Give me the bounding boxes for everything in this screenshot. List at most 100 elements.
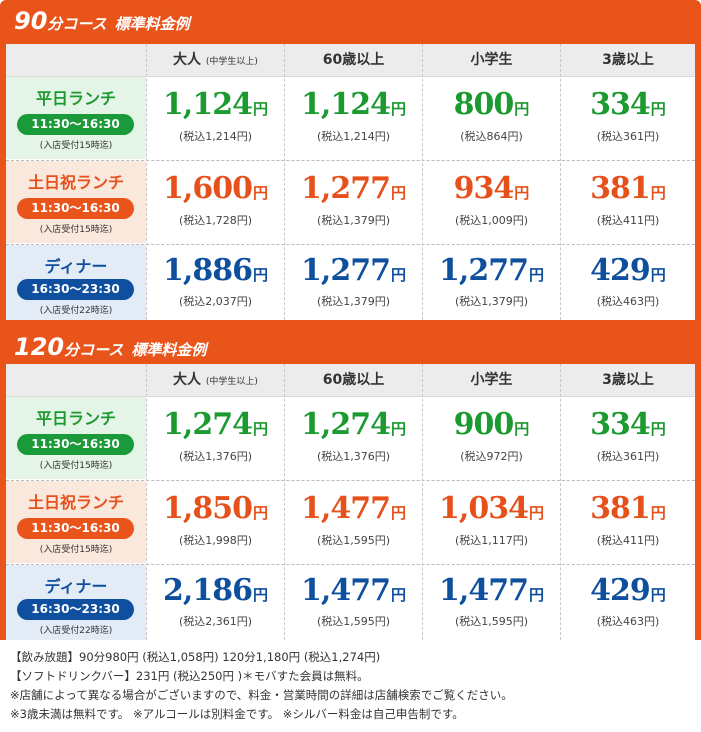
price-table-frame: 90分コース 標準料金例 大人 (中学生以上) 60歳以上 小学生 3歳以上 平日…	[0, 0, 701, 640]
tax-included-price: (税込1,728円)	[178, 214, 253, 227]
row-label-holiday-lunch: 土日祝ランチ 11:30～16:30 (入店受付15時迄)	[6, 161, 146, 243]
price-value: 1,034	[439, 491, 529, 526]
tax-included-price: (税込1,595円)	[454, 615, 529, 628]
row-label-name: 平日ランチ	[35, 89, 116, 108]
header-adult-note: (中学生以上)	[205, 57, 258, 67]
price-value: 429	[590, 253, 651, 288]
header-adult: 大人 (中学生以上)	[173, 372, 258, 388]
section-120-title-unit: 分コース	[64, 341, 124, 359]
price-value: 2,186	[163, 573, 253, 608]
section-90-table: 大人 (中学生以上) 60歳以上 小学生 3歳以上 平日ランチ 11:30～16…	[6, 44, 695, 320]
section-120-title-number: 120	[14, 333, 65, 361]
tax-included-price: (税込1,379円)	[316, 295, 391, 308]
price-cell-senior: 1,477円 (税込1,595円)	[285, 481, 422, 563]
header-toddler: 3歳以上	[602, 52, 654, 68]
footer-store-notice: ※店舗によって異なる場合がございますので、料金・営業時間の詳細は店舗検索でご覧く…	[10, 688, 513, 702]
entry-note: (入店受付15時迄)	[39, 141, 113, 151]
tax-included-price: (税込361円)	[596, 450, 660, 463]
column-divider	[422, 364, 423, 640]
section-90-title: 90分コース 標準料金例	[14, 6, 190, 36]
price-unit: 円	[650, 100, 666, 118]
price-unit: 円	[252, 504, 268, 522]
price-cell-toddler: 429円 (税込463円)	[561, 245, 695, 327]
tax-included-price: (税込2,037円)	[178, 295, 253, 308]
price-value: 1,274	[163, 407, 253, 442]
price-unit: 円	[514, 184, 530, 202]
tax-included-price: (税込411円)	[596, 534, 660, 547]
row-label-weekday-lunch: 平日ランチ 11:30～16:30 (入店受付15時迄)	[6, 77, 146, 159]
price-value: 1,477	[301, 491, 391, 526]
row-divider	[6, 244, 695, 245]
tax-included-price: (税込864円)	[460, 130, 523, 143]
entry-note: (入店受付22時迄)	[39, 626, 113, 636]
tax-included-price: (税込1,214円)	[178, 130, 253, 143]
price-cell-toddler: 334円 (税込361円)	[561, 77, 695, 159]
price-cell-toddler: 334円 (税込361円)	[561, 397, 695, 479]
price-unit: 円	[528, 586, 544, 604]
price-value: 1,274	[301, 407, 391, 442]
price-value: 1,277	[301, 253, 391, 288]
time-badge: 16:30～23:30	[17, 279, 134, 300]
price-unit: 円	[390, 266, 406, 284]
price-cell-senior: 1,124円 (税込1,214円)	[285, 77, 422, 159]
price-cell-senior: 1,277円 (税込1,379円)	[285, 161, 422, 243]
column-divider	[146, 364, 147, 640]
price-value: 1,124	[301, 87, 391, 122]
row-label-weekday-lunch: 平日ランチ 11:30～16:30 (入店受付15時迄)	[6, 397, 146, 479]
section-120-table: 大人 (中学生以上) 60歳以上 小学生 3歳以上 平日ランチ 11:30～16…	[6, 364, 695, 640]
header-adult: 大人 (中学生以上)	[173, 52, 258, 68]
price-unit: 円	[650, 184, 666, 202]
price-unit: 円	[390, 100, 406, 118]
tax-included-price: (税込1,595円)	[316, 615, 391, 628]
tax-included-price: (税込1,009円)	[454, 214, 529, 227]
section-120-title-sub: 標準料金例	[131, 341, 207, 359]
entry-note: (入店受付15時迄)	[39, 461, 113, 471]
price-cell-toddler: 429円 (税込463円)	[561, 565, 695, 647]
price-value: 429	[590, 573, 651, 608]
price-cell-child: 1,277円 (税込1,379円)	[423, 245, 560, 327]
price-unit: 円	[650, 504, 666, 522]
table-row-holiday-lunch: 土日祝ランチ 11:30～16:30 (入店受付15時迄) 1,850円 (税込1…	[6, 481, 695, 563]
time-badge: 11:30～16:30	[17, 518, 134, 539]
tax-included-price: (税込361円)	[596, 130, 660, 143]
tax-included-price: (税込1,379円)	[454, 295, 529, 308]
entry-note: (入店受付15時迄)	[39, 225, 113, 235]
row-divider	[6, 160, 695, 161]
price-unit: 円	[252, 100, 268, 118]
price-value: 334	[590, 407, 651, 442]
table-row-weekday-lunch: 平日ランチ 11:30～16:30 (入店受付15時迄) 1,124円 (税込1,…	[6, 77, 695, 159]
row-label-name: 土日祝ランチ	[27, 173, 124, 192]
row-label-name: ディナー	[44, 257, 108, 276]
table-row-dinner: ディナー 16:30～23:30 (入店受付22時迄) 1,886円 (税込2,0…	[6, 245, 695, 320]
table-row-weekday-lunch: 平日ランチ 11:30～16:30 (入店受付15時迄) 1,274円 (税込1,…	[6, 397, 695, 479]
price-cell-child: 1,477円 (税込1,595円)	[423, 565, 560, 647]
tax-included-price: (税込463円)	[596, 615, 660, 628]
price-cell-child: 1,034円 (税込1,117円)	[423, 481, 560, 563]
tax-included-price: (税込2,361円)	[178, 615, 253, 628]
column-divider	[284, 44, 285, 320]
time-badge: 11:30～16:30	[17, 114, 134, 135]
tax-included-price: (税込1,214円)	[316, 130, 391, 143]
row-label-holiday-lunch: 土日祝ランチ 11:30～16:30 (入店受付15時迄)	[6, 481, 146, 563]
footer-misc-notice: ※3歳未満は無料です。 ※アルコールは別料金です。 ※シルバー料金は自己申告制で…	[10, 707, 464, 721]
price-cell-child: 800円 (税込864円)	[423, 77, 560, 159]
entry-note: (入店受付15時迄)	[39, 545, 113, 555]
time-badge: 11:30～16:30	[17, 434, 134, 455]
footer-notes: 【飲み放題】90分980円 (税込1,058円) 120分1,180円 (税込1…	[10, 648, 700, 724]
header-senior: 60歳以上	[322, 372, 385, 388]
price-cell-senior: 1,277円 (税込1,379円)	[285, 245, 422, 327]
price-value: 934	[453, 171, 515, 206]
price-value: 1,124	[163, 87, 253, 122]
price-unit: 円	[650, 586, 666, 604]
price-value: 381	[590, 171, 651, 206]
price-unit: 円	[390, 504, 406, 522]
tax-included-price: (税込1,379円)	[316, 214, 391, 227]
price-cell-child: 900円 (税込972円)	[423, 397, 560, 479]
price-unit: 円	[390, 184, 406, 202]
section-90-title-unit: 分コース	[47, 15, 107, 33]
header-child: 小学生	[470, 52, 513, 68]
section-120-title: 120分コース 標準料金例	[14, 332, 206, 362]
tax-included-price: (税込411円)	[596, 214, 660, 227]
price-cell-adult: 1,124円 (税込1,214円)	[147, 77, 284, 159]
price-cell-child: 934円 (税込1,009円)	[423, 161, 560, 243]
